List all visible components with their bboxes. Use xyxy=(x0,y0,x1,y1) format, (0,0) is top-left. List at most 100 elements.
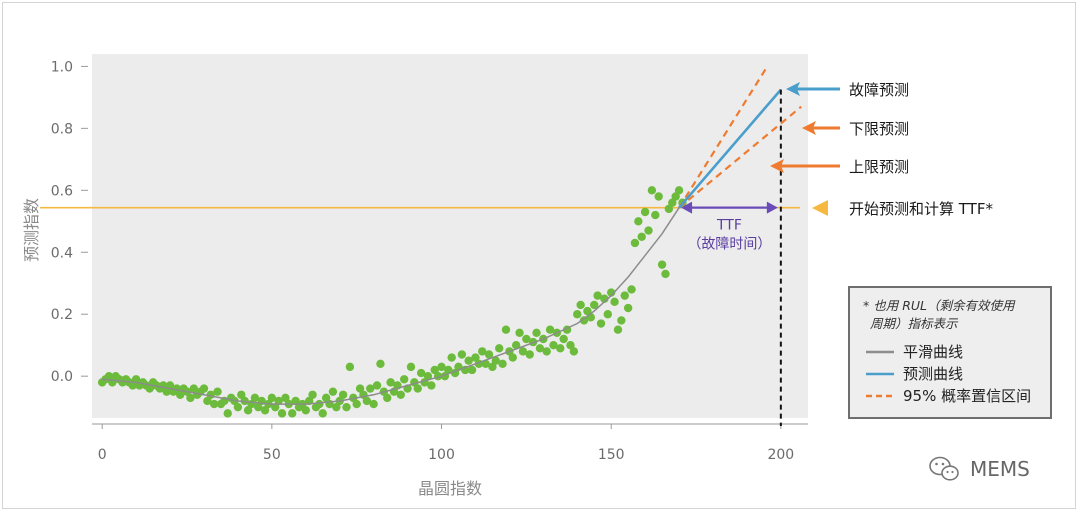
arrow-head xyxy=(802,121,816,135)
data-point xyxy=(288,409,297,418)
data-point xyxy=(352,399,361,409)
data-point xyxy=(203,396,212,406)
data-point xyxy=(579,316,589,325)
lower-bound-line xyxy=(678,105,802,209)
upper-bound-line xyxy=(678,65,769,209)
y-tick-label: 0.8 xyxy=(51,121,73,137)
data-point xyxy=(596,319,606,328)
legend-note-line1: * 也用 RUL（剩余有效使用 xyxy=(863,298,1016,313)
data-point xyxy=(457,350,467,359)
data-point xyxy=(427,381,436,390)
data-point xyxy=(664,204,674,214)
data-point xyxy=(186,393,195,403)
data-point xyxy=(522,334,531,344)
data-point xyxy=(640,207,650,217)
data-point xyxy=(661,269,670,279)
data-point xyxy=(525,350,534,359)
data-point xyxy=(637,232,646,241)
data-point xyxy=(423,371,433,381)
data-point xyxy=(583,306,592,316)
data-point xyxy=(481,359,490,368)
data-point xyxy=(478,347,487,356)
data-point xyxy=(233,402,243,412)
data-point xyxy=(532,328,541,338)
data-point xyxy=(237,390,246,399)
data-point xyxy=(484,350,494,359)
data-point xyxy=(386,378,395,387)
upper-forecast-arrow xyxy=(770,159,840,173)
data-point xyxy=(559,334,568,344)
data-point xyxy=(623,303,633,313)
data-point xyxy=(549,341,558,350)
data-point xyxy=(576,300,585,310)
data-point xyxy=(332,402,341,412)
data-point xyxy=(617,316,626,325)
y-tick-label: 0.0 xyxy=(51,369,73,385)
x-tick-label: 150 xyxy=(598,447,625,463)
x-tick-label: 0 xyxy=(98,447,107,463)
data-point xyxy=(369,399,378,409)
smooth-curve xyxy=(102,207,680,405)
data-point xyxy=(657,260,667,269)
data-point xyxy=(437,362,446,372)
data-point xyxy=(376,359,385,368)
wechat-icon xyxy=(929,456,959,481)
data-point xyxy=(315,399,324,409)
data-point xyxy=(515,328,524,338)
y-tick-label: 0.6 xyxy=(51,183,73,199)
data-point xyxy=(654,192,663,201)
arrow-head xyxy=(770,159,784,173)
data-point xyxy=(254,402,263,412)
data-point xyxy=(213,387,222,396)
data-point xyxy=(267,393,277,403)
data-point xyxy=(471,353,480,362)
data-point xyxy=(610,297,619,307)
data-point xyxy=(338,390,348,399)
data-point xyxy=(447,353,456,362)
data-point xyxy=(362,396,372,406)
x-tick-label: 200 xyxy=(767,447,794,463)
data-point xyxy=(223,409,232,418)
data-point xyxy=(488,362,497,372)
data-point xyxy=(176,390,185,399)
y-axis-title: 预测指数 xyxy=(22,198,41,262)
data-point xyxy=(593,291,602,300)
ttf-arrow-head-left xyxy=(681,201,693,214)
data-point xyxy=(383,393,392,403)
upper-forecast-label: 上限预测 xyxy=(849,158,909,176)
data-point xyxy=(498,359,507,368)
data-point xyxy=(406,362,416,372)
data-point xyxy=(556,344,565,353)
start-ttf-label: 开始预测和计算 TTF* xyxy=(849,200,993,218)
ttf-label: TTF xyxy=(716,218,742,234)
data-point xyxy=(495,344,504,353)
data-point xyxy=(209,399,219,409)
data-point xyxy=(277,409,287,418)
x-axis-title: 晶圆指数 xyxy=(418,479,482,498)
data-point xyxy=(644,226,653,235)
data-point xyxy=(274,396,283,406)
legend: * 也用 RUL（剩余有效使用 周期）指标表示 平滑曲线 预测曲线 95% 概率… xyxy=(848,286,1052,419)
data-point xyxy=(511,341,521,350)
data-point xyxy=(603,310,612,319)
failure-forecast-arrow xyxy=(786,82,840,96)
data-point xyxy=(647,186,657,195)
data-point xyxy=(321,393,331,403)
x-tick-label: 100 xyxy=(428,447,455,463)
data-point xyxy=(128,381,137,390)
x-tick-label: 50 xyxy=(263,447,281,463)
data-point xyxy=(260,406,270,415)
legend-item-forecast: 预测曲线 xyxy=(903,365,963,383)
data-point xyxy=(345,362,355,372)
data-point xyxy=(396,390,405,399)
data-point xyxy=(674,186,684,195)
data-point xyxy=(501,325,511,334)
arrow-head xyxy=(786,82,800,96)
data-point xyxy=(199,384,209,393)
data-point xyxy=(606,288,616,297)
data-point xyxy=(634,217,643,226)
ttf-sub-label: （故障时间） xyxy=(687,237,771,253)
data-point xyxy=(416,368,426,378)
data-point xyxy=(291,396,300,406)
